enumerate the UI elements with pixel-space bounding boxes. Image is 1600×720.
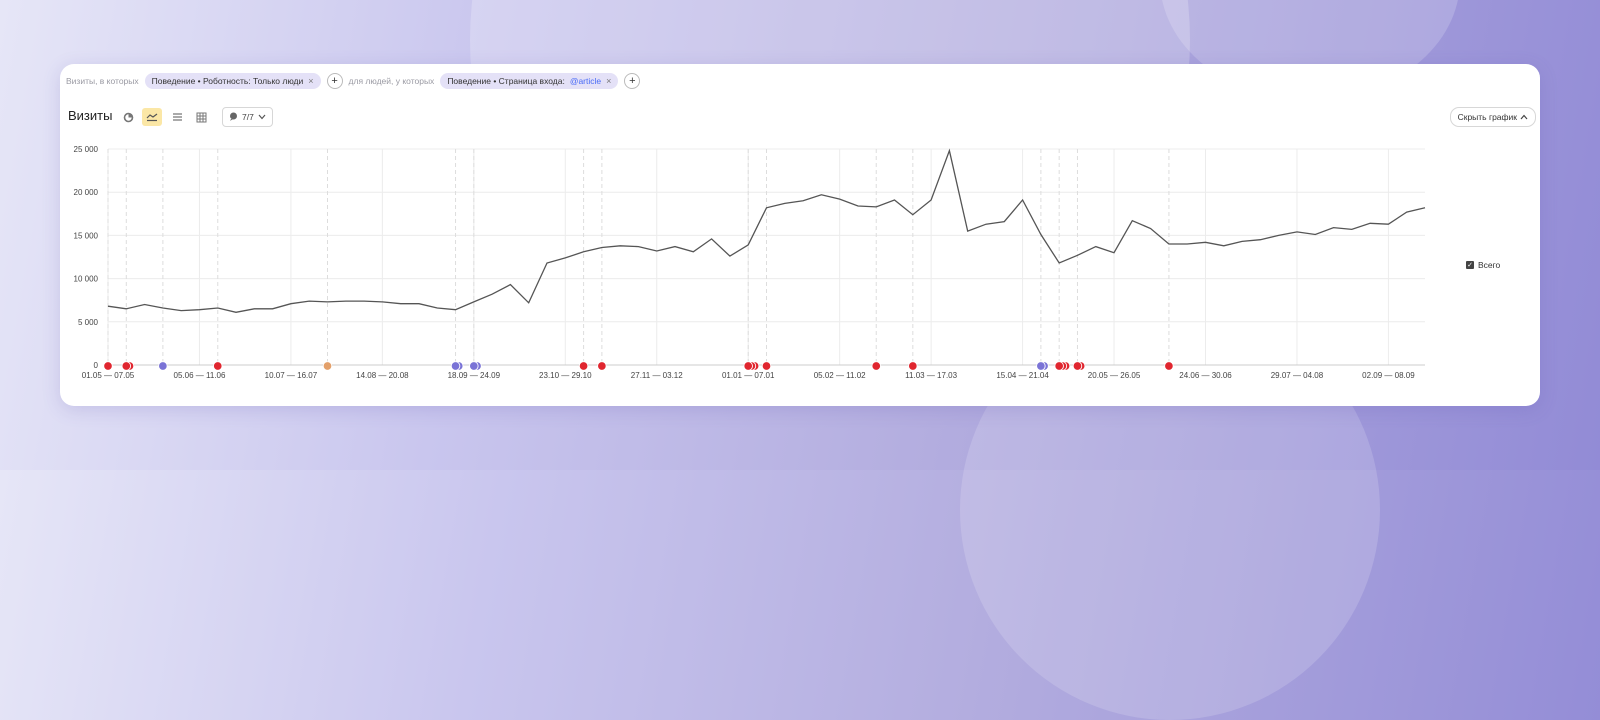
note-marker-red	[761, 361, 772, 371]
series-line-total	[107, 148, 1426, 313]
note-marker-blue	[469, 361, 479, 371]
x-tick-label: 11.03 — 17.03	[905, 371, 957, 380]
note-marker-orange	[322, 361, 333, 371]
y-tick-label: 0	[94, 361, 99, 370]
note-marker-red	[212, 361, 223, 371]
y-tick-label: 5 000	[78, 318, 99, 327]
notes-dropdown[interactable]: 7/7	[222, 107, 273, 127]
x-tick-label: 01.01 — 07.01	[722, 371, 775, 380]
note-marker-red	[1054, 361, 1064, 371]
x-tick-label: 23.10 — 29.10	[539, 371, 592, 380]
y-tick-label: 10 000	[74, 275, 99, 284]
y-tick-label: 25 000	[74, 145, 99, 154]
hide-chart-label: Скрыть график	[1457, 112, 1517, 122]
x-tick-label: 24.06 — 30.06	[1179, 371, 1232, 380]
chart-title: Визиты	[68, 108, 113, 123]
note-marker-red	[871, 361, 882, 371]
legend-item-total[interactable]: ✓ Всего	[1466, 260, 1500, 270]
comment-icon	[229, 112, 238, 123]
filter-chip-value: @article	[569, 76, 602, 86]
note-marker-red	[597, 361, 607, 371]
x-tick-label: 18.09 — 24.09	[448, 371, 501, 380]
filter-chip-label: Поведение • Роботность: Только люди	[151, 76, 304, 86]
note-marker-red	[578, 361, 589, 371]
report-card: Визиты, в которых Поведение • Роботность…	[60, 64, 1540, 406]
filter-prefix-people: для людей, у которых	[348, 76, 435, 86]
x-tick-label: 02.09 — 08.09	[1362, 371, 1415, 380]
hide-chart-button[interactable]: Скрыть график	[1449, 107, 1536, 127]
x-tick-label: 15.04 — 21.04	[996, 371, 1049, 380]
x-tick-label: 14.08 — 20.08	[356, 371, 409, 380]
line-chart-icon[interactable]	[142, 108, 162, 126]
filter-chip-entry-page[interactable]: Поведение • Страница входа: @article ×	[440, 73, 619, 89]
x-tick-label: 01.05 — 07.05	[82, 371, 135, 380]
checkbox-checked-icon[interactable]: ✓	[1466, 261, 1474, 269]
note-marker-red	[121, 361, 132, 371]
note-marker-red	[1164, 361, 1174, 371]
note-marker-red	[743, 361, 753, 371]
table-view-icon[interactable]	[191, 108, 211, 126]
x-tick-label: 05.06 — 11.06	[174, 371, 226, 380]
y-tick-label: 20 000	[74, 188, 99, 197]
chevron-down-icon	[258, 112, 266, 122]
legend-label: Всего	[1478, 260, 1501, 270]
segment-filters: Визиты, в которых Поведение • Роботность…	[66, 72, 641, 90]
filter-chip-label: Поведение • Страница входа:	[447, 76, 565, 86]
add-filter-button[interactable]: +	[326, 73, 343, 89]
note-marker-red	[103, 361, 113, 371]
filter-prefix-visits: Визиты, в которых	[66, 76, 139, 86]
chevron-up-icon	[1520, 112, 1528, 122]
note-marker-blue	[450, 361, 461, 371]
visits-line-chart: 25 000 20 000 15 000 10 000 5 000 001.05 — 07…	[74, 145, 1426, 380]
note-marker-red	[1072, 361, 1083, 371]
pie-chart-icon[interactable]	[118, 108, 138, 126]
note-marker-red	[908, 361, 918, 371]
close-icon[interactable]: ×	[606, 76, 612, 86]
x-tick-label: 10.07 — 16.07	[265, 371, 318, 380]
add-filter-button[interactable]: +	[624, 73, 641, 89]
x-tick-label: 27.11 — 03.12	[631, 371, 683, 380]
x-tick-label: 29.07 — 04.08	[1271, 371, 1324, 380]
note-marker-blue	[158, 361, 168, 371]
note-marker-blue	[1036, 361, 1046, 371]
stacked-chart-icon[interactable]	[167, 108, 187, 126]
close-icon[interactable]: ×	[308, 76, 314, 86]
x-tick-label: 20.05 — 26.05	[1088, 371, 1141, 380]
x-tick-label: 05.02 — 11.02	[814, 371, 866, 380]
y-tick-label: 15 000	[74, 231, 99, 240]
filter-chip-robotness[interactable]: Поведение • Роботность: Только люди ×	[144, 73, 321, 89]
notes-count: 7/7	[242, 112, 254, 122]
